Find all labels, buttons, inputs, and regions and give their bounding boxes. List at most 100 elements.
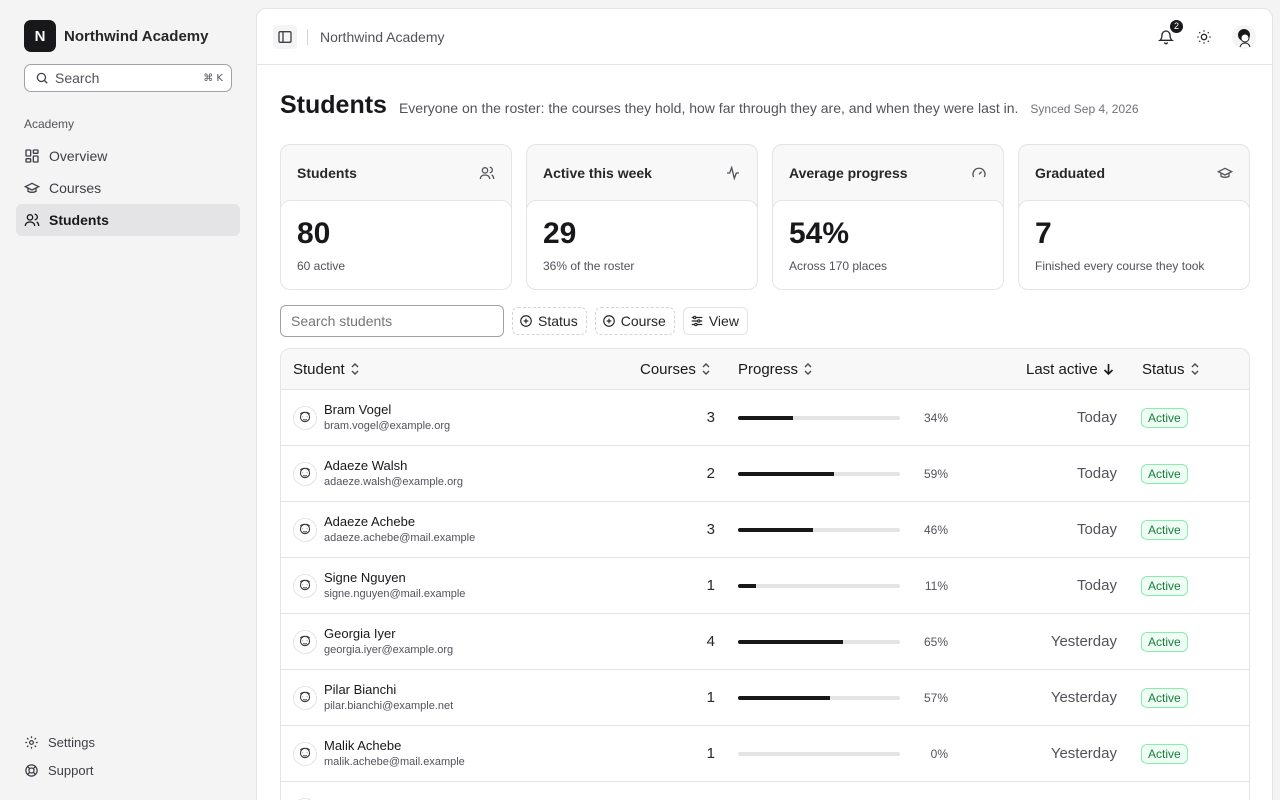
status-filter-button[interactable]: Status [512,307,587,335]
progress-cell [738,782,948,800]
table-row[interactable]: Bram Vogel bram.vogel@example.org 3 34% Toda… [281,390,1249,446]
column-header-student[interactable]: Student [293,349,360,389]
student-avatar [293,629,317,654]
sidebar-item-label: Students [49,212,109,228]
status-badge: Active [1141,575,1188,596]
table-row[interactable]: Adaeze Achebe adaeze.achebe@mail.example 3… [281,502,1249,558]
table-row[interactable]: Georgia Iyer georgia.iyer@example.org 4 65%… [281,614,1249,670]
progress-percent: 57% [923,690,948,705]
status-cell: Active [1141,670,1188,725]
student-info: Bram Vogel bram.vogel@example.org [324,402,450,434]
card-subtext: Across 170 places [789,259,888,273]
status-badge: Active [1141,743,1188,764]
card-title: Active this week [543,164,652,181]
stat-card-active-this-week: Active this week 29 36% of the roster [526,144,758,290]
sidebar-bottom-nav: Settings Support [16,728,240,784]
student-cell: Adaeze Walsh adaeze.walsh@example.org [293,446,463,501]
progress-bar-fill [738,583,756,588]
main-panel: Northwind Academy 2 Students Everyone on… [256,8,1273,800]
arrow-down-icon [1103,364,1113,375]
card-header: Graduated [1019,145,1249,200]
table-body: Bram Vogel bram.vogel@example.org 3 34% Toda… [281,390,1249,800]
student-name[interactable]: Bram Vogel [324,401,392,417]
sort-icon [1191,363,1199,375]
users-icon [24,213,40,227]
student-name[interactable]: Georgia Iyer [324,625,396,641]
view-options-button[interactable]: View [682,307,748,335]
courses-count: 1 [706,689,715,706]
student-info: Adaeze Walsh adaeze.walsh@example.org [324,458,463,490]
sidebar-item-label: Courses [49,180,102,196]
card-value: 54% [789,217,850,250]
students-table: Student Courses Progress Last active Sta… [280,348,1250,800]
student-name[interactable]: Adaeze Walsh [324,457,408,473]
sidebar-item-support[interactable]: Support [16,756,240,784]
sort-icon [804,363,812,375]
course-filter-button[interactable]: Course [594,307,675,335]
student-avatar [293,685,317,710]
student-cell: Adaeze Achebe adaeze.achebe@mail.example [293,502,475,557]
sidebar-item-students[interactable]: Students [16,204,240,236]
theme-toggle-button[interactable] [1194,27,1214,47]
sidebar-item-settings[interactable]: Settings [16,728,240,756]
notifications-button[interactable]: 2 [1156,18,1184,47]
status-cell: Active [1141,726,1188,781]
search-icon [36,72,48,84]
sidebar-toggle-icon [278,30,292,43]
card-value: 80 [297,217,331,250]
student-info: Georgia Iyer georgia.iyer@example.org [324,626,453,658]
card-title: Students [297,164,357,181]
student-name[interactable]: Adaeze Achebe [324,513,416,529]
sync-status: Synced Sep 4, 2026 [1030,102,1139,116]
column-header-last-active[interactable]: Last active [1026,349,1114,389]
student-cell: Theo Pires [293,782,387,800]
sidebar-item-overview[interactable]: Overview [16,140,240,172]
table-row[interactable]: Pilar Bianchi pilar.bianchi@example.net 1 5… [281,670,1249,726]
topbar-divider [307,28,308,45]
student-name[interactable]: Signe Nguyen [324,569,406,585]
last-active: Yesterday [1050,633,1117,650]
progress-bar [738,527,900,532]
progress-cell: 11% [738,558,948,613]
student-email: malik.achebe@mail.example [324,755,465,768]
table-row[interactable]: Adaeze Walsh adaeze.walsh@example.org 2 59%… [281,446,1249,502]
student-info: Signe Nguyen signe.nguyen@mail.example [324,570,465,602]
filter-label: Course [620,313,666,329]
card-body: 29 36% of the roster [527,200,757,289]
sidebar-toggle-button[interactable] [273,24,297,49]
student-search-input[interactable] [280,305,504,337]
card-header: Average progress [773,145,1003,200]
last-active: Today [1076,409,1117,426]
progress-cell: 0% [738,726,948,781]
user-avatar[interactable] [1232,24,1256,49]
notification-count: 2 [1169,18,1184,34]
student-name[interactable]: Pilar Bianchi [324,681,397,697]
table-row[interactable]: Theo Pires Active [281,782,1249,800]
view-label: View [708,313,739,329]
student-cell: Georgia Iyer georgia.iyer@example.org [293,614,453,669]
brand[interactable]: N Northwind Academy [24,20,208,52]
stat-cards: Students 80 60 active Active this week 2… [280,144,1250,290]
sidebar-item-courses[interactable]: Courses [16,172,240,204]
sidebar-search[interactable]: Search ⌘ K [24,64,232,92]
student-email: pilar.bianchi@example.net [324,699,454,712]
progress-cell: 65% [738,614,948,669]
column-header-courses[interactable]: Courses [640,349,711,389]
page-title: Students [280,91,387,119]
student-avatar [293,461,317,486]
plus-circle-icon [520,315,532,327]
table-row[interactable]: Malik Achebe malik.achebe@mail.example 1 0%… [281,726,1249,782]
graduation-cap-icon [24,182,40,193]
progress-bar-fill [738,471,834,476]
table-row[interactable]: Signe Nguyen signe.nguyen@mail.example 1 11… [281,558,1249,614]
column-header-status[interactable]: Status [1142,349,1200,389]
card-body: 54% Across 170 places [773,200,1003,289]
student-info: Pilar Bianchi pilar.bianchi@example.net [324,682,453,714]
page-description: Everyone on the roster: the courses they… [398,100,1019,116]
search-shortcut: ⌘ K [203,72,223,84]
progress-bar-fill [738,415,794,420]
student-name[interactable]: Malik Achebe [324,737,402,753]
status-cell: Active [1141,558,1188,613]
breadcrumb[interactable]: Northwind Academy [320,28,445,45]
column-header-progress[interactable]: Progress [738,349,813,389]
